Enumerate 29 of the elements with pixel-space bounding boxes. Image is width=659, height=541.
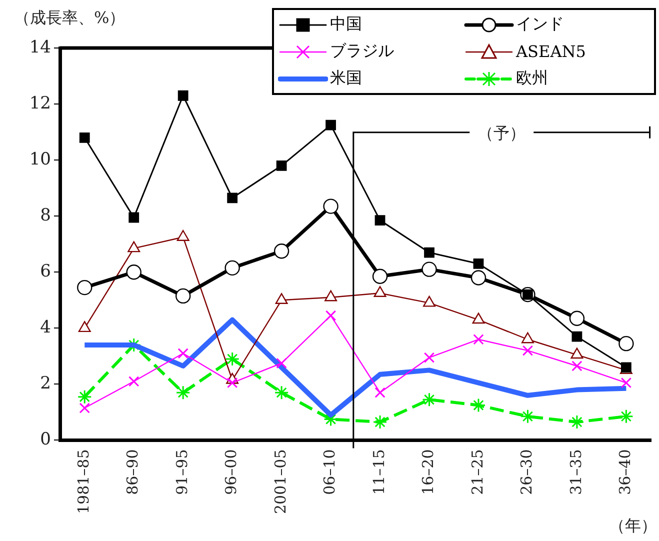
annotation: （予） <box>478 123 526 142</box>
x-tick-label: 11–15 <box>370 449 388 495</box>
x-tick-label: 36–40 <box>616 449 634 495</box>
x-tick-label: 86–90 <box>124 449 142 495</box>
x-tick-label: 06–10 <box>320 449 339 495</box>
legend-label: ブラジル <box>330 41 394 62</box>
x-tick-label: 16–20 <box>419 449 438 495</box>
legend-label: インド <box>516 14 564 35</box>
y-tick-label: 6 <box>40 262 51 282</box>
legend-label: 中国 <box>330 14 362 35</box>
y-tick-label: 2 <box>40 374 51 394</box>
x-tick-label: 1981–85 <box>74 449 93 514</box>
x-tick-label: 31–35 <box>566 449 585 495</box>
x-tick-label: 26–30 <box>518 449 536 495</box>
y-axis-title: （成長率、%） <box>14 8 126 29</box>
x-tick-label: 91–95 <box>172 449 191 495</box>
y-tick-label: 12 <box>29 93 51 114</box>
y-tick-label: 14 <box>29 37 51 58</box>
y-tick-label: 10 <box>29 149 51 170</box>
x-tick-label: 21–25 <box>468 449 486 495</box>
x-axis-title: （年） <box>609 516 657 537</box>
x-tick-label: 96–00 <box>222 449 240 495</box>
y-tick-label: 0 <box>40 430 51 450</box>
legend-label: ASEAN5 <box>516 42 586 61</box>
legend-label: 米国 <box>330 68 362 89</box>
legend-label: 欧州 <box>516 68 548 89</box>
y-tick-label: 8 <box>40 206 51 226</box>
x-tick-label: 2001–05 <box>271 449 290 514</box>
y-tick-label: 4 <box>40 318 51 338</box>
